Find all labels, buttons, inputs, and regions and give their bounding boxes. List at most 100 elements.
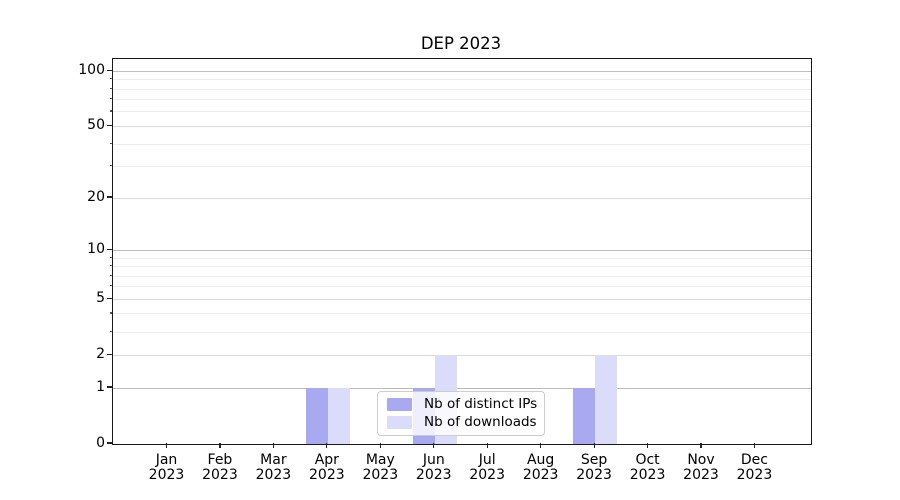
bar-downloads-apr bbox=[327, 388, 350, 444]
gridline-minor bbox=[113, 111, 811, 113]
x-tick-label-month: Jan bbox=[155, 452, 178, 468]
legend-swatch-distinct-ips-icon bbox=[387, 398, 412, 411]
gridline-major bbox=[113, 249, 811, 251]
x-tick-label: May 2023 bbox=[340, 453, 420, 483]
x-tick-label-month: Feb bbox=[207, 452, 233, 468]
legend-label-downloads: Nb of downloads bbox=[424, 414, 537, 430]
bar-distinct-ips-apr bbox=[305, 388, 328, 444]
y-tick-label: 5 bbox=[96, 290, 105, 307]
y-tick-label: 100 bbox=[78, 62, 105, 79]
x-tick-label-year: 2023 bbox=[255, 467, 292, 483]
y-tick-major bbox=[107, 196, 112, 198]
y-tick-major bbox=[107, 248, 112, 250]
x-tick-label: Sep 2023 bbox=[554, 453, 634, 483]
y-tick-minor bbox=[109, 285, 112, 287]
x-tick-label: Jun 2023 bbox=[394, 453, 474, 483]
x-tick-label-year: 2023 bbox=[148, 467, 185, 483]
gridline-minor bbox=[113, 286, 811, 288]
bar-downloads-sep bbox=[595, 355, 618, 444]
x-tick-label-month: Aug bbox=[526, 452, 555, 468]
y-tick-major bbox=[107, 442, 112, 444]
x-tick bbox=[646, 443, 649, 448]
gridline-major bbox=[113, 298, 811, 300]
x-tick-label-month: Apr bbox=[314, 452, 339, 468]
x-tick-label-month: Jul bbox=[478, 452, 496, 468]
x-tick bbox=[540, 443, 542, 448]
y-tick-major bbox=[107, 297, 112, 299]
x-tick bbox=[379, 443, 381, 448]
y-tick-minor bbox=[109, 110, 112, 112]
bars-layer bbox=[113, 59, 811, 444]
x-tick-label: Jan 2023 bbox=[127, 453, 207, 483]
y-tick-minor bbox=[109, 312, 112, 314]
gridline-major bbox=[113, 354, 811, 356]
legend-swatch-downloads-icon bbox=[387, 416, 412, 429]
x-tick bbox=[326, 443, 328, 448]
x-tick-label: Dec 2023 bbox=[714, 453, 794, 483]
y-tick-minor bbox=[109, 265, 112, 267]
legend-label-distinct-ips: Nb of distinct IPs bbox=[424, 396, 538, 412]
y-tick-label: 0 bbox=[96, 435, 105, 451]
y-tick-label: 10 bbox=[87, 241, 105, 258]
x-tick bbox=[165, 443, 168, 448]
gridline-minor bbox=[113, 79, 811, 81]
x-tick-label-year: 2023 bbox=[683, 467, 719, 483]
gridlines-layer bbox=[113, 59, 811, 444]
x-tick-label-year: 2023 bbox=[629, 467, 666, 483]
y-tick-minor bbox=[109, 330, 112, 332]
gridline-minor bbox=[113, 143, 811, 145]
x-tick-label-year: 2023 bbox=[469, 467, 505, 483]
legend-item-downloads: Nb of downloads bbox=[387, 414, 537, 430]
x-tick-label-month: Dec bbox=[740, 452, 768, 468]
y-tick-major bbox=[107, 69, 112, 71]
x-tick-label-year: 2023 bbox=[362, 467, 399, 483]
x-tick-label: Jul 2023 bbox=[447, 453, 527, 483]
y-tick-label: 2 bbox=[96, 346, 105, 363]
x-tick-label-month: Jun bbox=[422, 452, 445, 468]
x-tick-label-month: Mar bbox=[260, 452, 287, 468]
y-tick-minor bbox=[109, 78, 112, 80]
y-tick-major bbox=[107, 353, 112, 355]
gridline-minor bbox=[113, 331, 811, 333]
legend: Nb of distinct IPs Nb of downloads bbox=[377, 391, 545, 436]
gridline-major bbox=[113, 125, 811, 127]
x-tick bbox=[486, 443, 488, 448]
gridline-minor bbox=[113, 166, 811, 168]
x-tick-label-month: May bbox=[365, 452, 395, 468]
y-tick-minor bbox=[109, 274, 112, 276]
gridline-minor bbox=[113, 313, 811, 315]
x-tick-label: Aug 2023 bbox=[501, 453, 581, 483]
x-tick-label-year: 2023 bbox=[309, 467, 345, 483]
x-tick-label: Mar 2023 bbox=[233, 453, 313, 483]
gridline-minor bbox=[113, 99, 811, 101]
x-tick-label-month: Sep bbox=[580, 452, 608, 468]
gridline-minor bbox=[113, 257, 811, 259]
y-tick-label: 20 bbox=[87, 189, 105, 206]
x-tick-label-month: Nov bbox=[687, 452, 715, 468]
x-tick-label: Feb 2023 bbox=[180, 453, 260, 483]
x-tick-label: Nov 2023 bbox=[661, 453, 741, 483]
y-tick-label: 50 bbox=[87, 117, 105, 134]
x-tick bbox=[593, 443, 595, 448]
gridline-major bbox=[113, 387, 811, 389]
gridline-minor bbox=[113, 275, 811, 277]
y-tick-minor bbox=[109, 165, 112, 167]
x-tick bbox=[700, 443, 702, 448]
x-tick-label: Oct 2023 bbox=[608, 453, 688, 483]
x-tick-label-month: Oct bbox=[635, 452, 660, 468]
x-tick bbox=[272, 443, 274, 448]
x-tick-label-year: 2023 bbox=[202, 467, 238, 483]
x-tick bbox=[219, 443, 221, 448]
chart-title: DEP 2023 bbox=[420, 34, 502, 53]
y-tick-major bbox=[107, 124, 112, 126]
gridline-minor bbox=[113, 266, 811, 267]
x-tick-label-year: 2023 bbox=[736, 467, 773, 483]
y-tick-minor bbox=[109, 87, 112, 89]
gridline-minor bbox=[113, 88, 811, 90]
bar-distinct-ips-sep bbox=[573, 388, 596, 444]
legend-item-distinct-ips: Nb of distinct IPs bbox=[387, 396, 538, 412]
y-tick-minor bbox=[109, 98, 112, 100]
x-tick bbox=[433, 443, 435, 448]
x-tick-label-year: 2023 bbox=[415, 467, 452, 483]
